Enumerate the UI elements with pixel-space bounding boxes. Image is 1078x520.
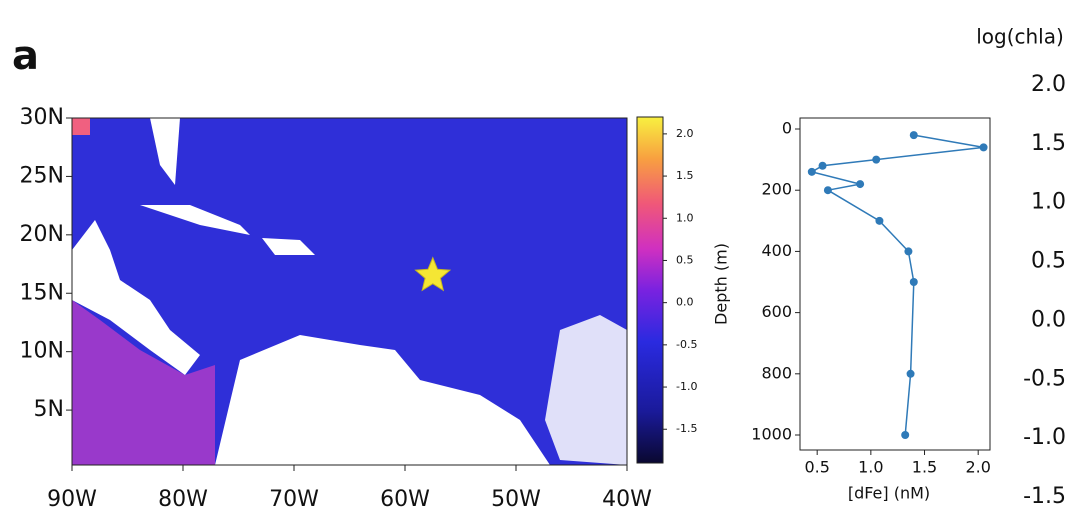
scale-tick-label: 1.5 [1031,131,1066,156]
x-axis-label: [dFe] (nM) [848,484,930,503]
map-land [215,335,550,465]
scale-tick-label: -0.5 [1023,366,1066,391]
profile-point [807,167,816,176]
y-tick-label: 30N [20,105,64,130]
y-tick-label: 10N [20,339,64,364]
profile-point [906,369,915,378]
y-tick-label: 600 [761,302,792,321]
colorbar-tick-label: -1.0 [676,380,697,393]
y-tick-label: 400 [761,241,792,260]
profile-point [875,216,884,225]
y-axis-label: Depth (m) [712,243,731,325]
x-tick-label: 2.0 [965,458,990,477]
profile-point [872,155,881,164]
profile-point [901,431,910,440]
x-tick-label: 70W [269,487,319,512]
x-tick-label: 90W [47,487,97,512]
y-tick-label: 200 [761,180,792,199]
x-tick-label: 40W [602,487,652,512]
map-frame [71,117,628,466]
profile-point [904,247,913,256]
panel-label: a [12,33,39,79]
colorbar-tick-label: -0.5 [676,338,697,351]
scale-tick-label: 2.0 [1031,72,1066,97]
y-tick-label: 0 [782,119,792,138]
scale-tick-label: 1.0 [1031,190,1066,215]
x-tick-label: 1.0 [858,458,883,477]
map-coast [72,300,215,465]
colorbar-tick-label: 1.0 [676,211,694,224]
scale-tick-label: -1.0 [1023,425,1066,450]
station-star [414,256,452,292]
y-tick-label: 15N [20,280,64,305]
map-coast [72,118,90,135]
map-land [545,315,627,465]
scale-title: log(chla) [976,25,1064,49]
y-tick-label: 25N [20,163,64,188]
scale-tick-label: 0.5 [1031,249,1066,274]
x-tick-label: 80W [158,487,208,512]
map-land [262,238,315,255]
scale-tick-label: 0.0 [1031,307,1066,332]
colorbar-tick-label: 1.5 [676,169,694,182]
profile-point [823,186,832,195]
scale-tick-label: -1.5 [1023,484,1066,509]
x-tick-label: 60W [380,487,430,512]
colorbar-tick-label: 0.5 [676,253,694,266]
profile-point [856,180,865,189]
profile-point [979,143,988,152]
colorbar-tick-label: -1.5 [676,422,697,435]
map-land [72,220,200,375]
colorbar-tick-label: 2.0 [676,127,694,140]
profile-point [909,278,918,287]
colorbar [636,116,664,464]
y-tick-label: 20N [20,222,64,247]
profile-point [909,131,918,140]
profile-point [818,161,827,170]
profile-frame [799,117,991,451]
profile-line [809,134,984,436]
x-tick-label: 50W [491,487,541,512]
y-tick-label: 5N [34,397,64,422]
map-land [150,118,180,185]
y-tick-label: 800 [761,363,792,382]
x-tick-label: 0.5 [804,458,829,477]
colorbar-tick-label: 0.0 [676,296,694,309]
y-tick-label: 1000 [751,425,792,444]
x-tick-label: 1.5 [912,458,937,477]
map-land [140,205,250,235]
